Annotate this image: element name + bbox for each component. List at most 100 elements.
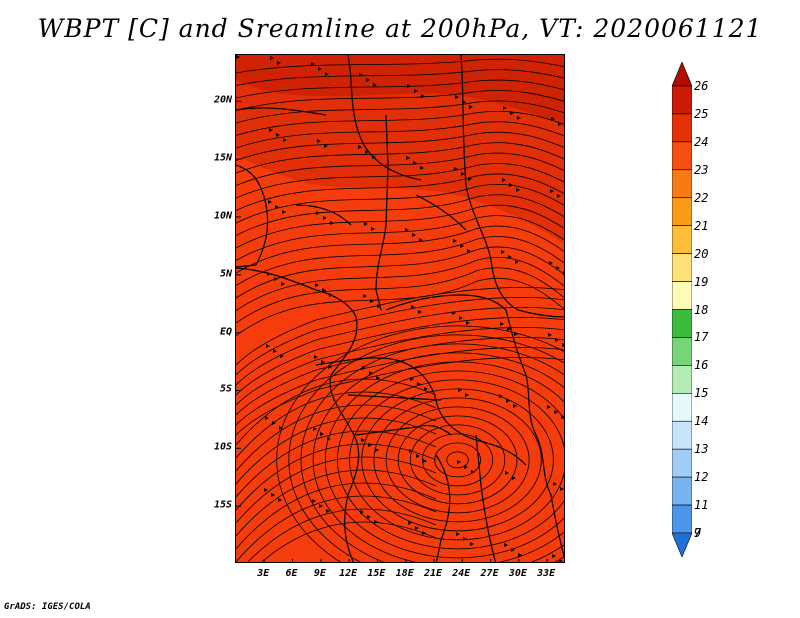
streamline-arrow bbox=[364, 222, 368, 226]
streamline-arrow bbox=[272, 421, 276, 425]
streamline-arrow bbox=[377, 304, 381, 308]
streamline-arrow bbox=[283, 138, 287, 142]
colorbar-level-label: 15 bbox=[694, 386, 709, 401]
colorbar-swatch bbox=[672, 141, 692, 171]
streamline-arrow bbox=[413, 161, 417, 165]
streamline-arrow bbox=[311, 62, 315, 66]
streamline bbox=[236, 326, 564, 406]
streamline-arrow bbox=[518, 553, 522, 557]
streamline-arrow bbox=[552, 554, 556, 558]
streamline-arrow bbox=[500, 322, 504, 326]
map-panel bbox=[235, 54, 565, 563]
temperature-warm-region bbox=[236, 55, 564, 244]
lon-tick-label: 6E bbox=[285, 568, 298, 579]
streamline bbox=[236, 495, 437, 562]
streamline-arrow bbox=[551, 117, 555, 121]
map-title: WBPT [C] and Sreamline at 200hPa, VT: 20… bbox=[37, 14, 763, 43]
colorbar-swatch bbox=[672, 504, 692, 534]
streamline-arrow bbox=[418, 310, 422, 314]
border-line bbox=[236, 267, 360, 562]
streamline bbox=[434, 442, 481, 478]
streamline-arrow bbox=[561, 415, 564, 419]
streamline bbox=[236, 256, 564, 311]
lat-tick-label: 10S bbox=[213, 441, 232, 453]
streamline-arrow bbox=[513, 404, 517, 408]
colorbar-swatch bbox=[672, 365, 692, 394]
lat-tick-label: 5N bbox=[219, 268, 232, 280]
streamline-arrow bbox=[412, 233, 416, 237]
streamline-arrow bbox=[515, 260, 519, 264]
streamline-arrow bbox=[320, 432, 324, 436]
streamline-arrow bbox=[549, 261, 553, 265]
grads-credit: GrADS: IGES/COLA bbox=[4, 602, 91, 612]
streamline-arrow bbox=[559, 559, 563, 562]
lon-tick-label: 12E bbox=[339, 568, 358, 579]
streamline-arrow bbox=[555, 338, 559, 342]
streamline-arrow bbox=[453, 239, 457, 243]
streamline-arrow bbox=[516, 188, 520, 192]
streamline bbox=[236, 246, 564, 299]
streamline-arrow bbox=[511, 548, 515, 552]
streamline-arrow bbox=[415, 526, 419, 530]
streamline bbox=[236, 296, 564, 376]
streamline bbox=[236, 79, 564, 99]
streamline-arrow bbox=[465, 393, 469, 397]
streamline-arrow bbox=[318, 67, 322, 71]
streamline-arrow bbox=[423, 459, 427, 463]
streamline-arrow bbox=[508, 255, 512, 259]
streamline-arrow bbox=[281, 282, 285, 286]
colorbar-level-label: 11 bbox=[694, 498, 709, 513]
lon-tick-label: 30E bbox=[508, 568, 527, 579]
colorbar-level-label: 17 bbox=[694, 330, 709, 345]
streamline bbox=[300, 343, 564, 562]
streamline-arrow bbox=[269, 128, 273, 132]
streamline-arrow bbox=[312, 499, 316, 503]
colorbar-level-label: 16 bbox=[694, 358, 709, 373]
streamline-arrow bbox=[419, 238, 423, 242]
streamline-arrow bbox=[368, 443, 372, 447]
streamline-arrow bbox=[366, 78, 370, 82]
streamline-arrow bbox=[315, 283, 319, 287]
streamline bbox=[409, 424, 506, 496]
colorbar-level-label: 21 bbox=[694, 218, 709, 233]
streamline bbox=[236, 152, 564, 186]
lat-tick-label: EQ bbox=[219, 326, 232, 338]
streamline bbox=[247, 508, 437, 562]
lat-tick-label: 15N bbox=[213, 152, 232, 164]
streamline-arrow bbox=[358, 145, 362, 149]
streamline-arrow bbox=[280, 354, 284, 358]
lon-tick-label: 21E bbox=[423, 568, 443, 579]
streamline-arrow bbox=[468, 177, 472, 181]
streamline bbox=[236, 356, 564, 436]
border-line bbox=[347, 394, 442, 401]
border-line bbox=[475, 434, 497, 562]
streamline-arrow bbox=[410, 377, 414, 381]
colorbar-swatch bbox=[672, 62, 692, 87]
streamline-arrow bbox=[319, 504, 323, 508]
streamline-arrow bbox=[313, 427, 317, 431]
lon-tick-label: 24E bbox=[452, 568, 471, 579]
streamline-arrow bbox=[265, 416, 269, 420]
streamline-arrow bbox=[505, 471, 509, 475]
streamline-arrow bbox=[458, 388, 462, 392]
streamline-arrow bbox=[554, 410, 558, 414]
streamline-arrow bbox=[464, 465, 468, 469]
streamline bbox=[236, 346, 564, 426]
streamline bbox=[276, 325, 564, 562]
border-line bbox=[295, 204, 352, 226]
streamline bbox=[236, 404, 437, 472]
streamline-arrow bbox=[236, 55, 240, 59]
streamline-arrow bbox=[553, 482, 557, 486]
colorbar-swatch bbox=[672, 476, 692, 506]
streamline-arrow bbox=[455, 95, 459, 99]
streamline-arrow bbox=[321, 360, 325, 364]
colorbar-swatch bbox=[672, 113, 692, 143]
streamline-arrow bbox=[323, 216, 327, 220]
streamline bbox=[236, 316, 564, 396]
lat-tick-label: 10N bbox=[213, 210, 232, 222]
streamline-arrow bbox=[371, 227, 375, 231]
streamline bbox=[236, 456, 437, 524]
streamline bbox=[236, 267, 564, 324]
streamline-arrow bbox=[328, 365, 332, 369]
streamline-arrow bbox=[422, 531, 426, 535]
